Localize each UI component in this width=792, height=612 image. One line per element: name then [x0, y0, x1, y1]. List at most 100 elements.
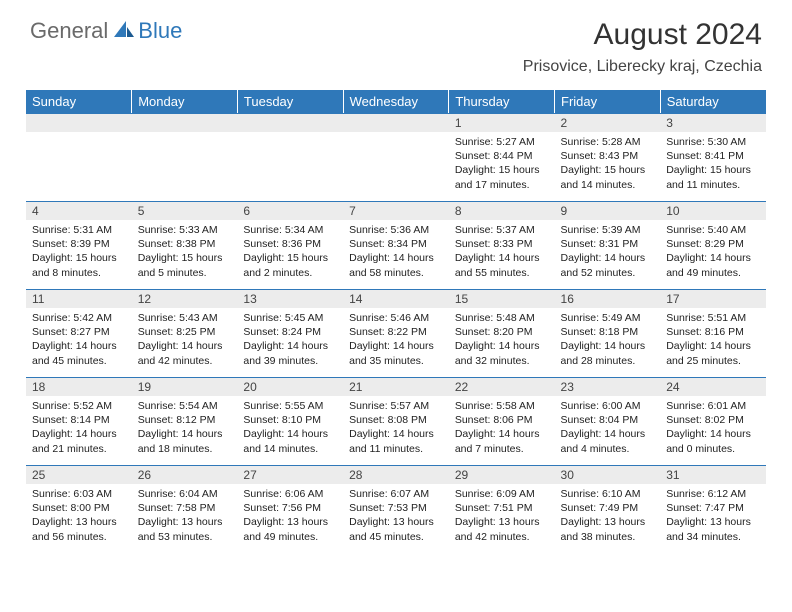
calendar-day-cell: 30Sunrise: 6:10 AMSunset: 7:49 PMDayligh… [555, 465, 661, 553]
weekday-header: Friday [555, 90, 661, 113]
calendar-day-cell: 20Sunrise: 5:55 AMSunset: 8:10 PMDayligh… [237, 377, 343, 465]
day-number: 25 [26, 465, 132, 484]
calendar-header-row: SundayMondayTuesdayWednesdayThursdayFrid… [26, 90, 766, 113]
day-number: 30 [555, 465, 661, 484]
day-details: Sunrise: 5:27 AMSunset: 8:44 PMDaylight:… [449, 132, 555, 196]
daylight-line: Daylight: 14 hours and 55 minutes. [455, 251, 549, 279]
day-number: 19 [132, 377, 238, 396]
sunset-line: Sunset: 7:56 PM [243, 501, 337, 515]
sunset-line: Sunset: 8:29 PM [666, 237, 760, 251]
daylight-line: Daylight: 14 hours and 4 minutes. [561, 427, 655, 455]
sunrise-line: Sunrise: 5:45 AM [243, 311, 337, 325]
sunrise-line: Sunrise: 6:10 AM [561, 487, 655, 501]
calendar-day-cell: 5Sunrise: 5:33 AMSunset: 8:38 PMDaylight… [132, 201, 238, 289]
sunset-line: Sunset: 8:31 PM [561, 237, 655, 251]
calendar-day-cell: 15Sunrise: 5:48 AMSunset: 8:20 PMDayligh… [449, 289, 555, 377]
sunrise-line: Sunrise: 5:33 AM [138, 223, 232, 237]
daylight-line: Daylight: 15 hours and 17 minutes. [455, 163, 549, 191]
day-details: Sunrise: 6:12 AMSunset: 7:47 PMDaylight:… [660, 484, 766, 548]
calendar-week-row: 25Sunrise: 6:03 AMSunset: 8:00 PMDayligh… [26, 465, 766, 553]
calendar-day-cell: 31Sunrise: 6:12 AMSunset: 7:47 PMDayligh… [660, 465, 766, 553]
location-subtitle: Prisovice, Liberecky kraj, Czechia [523, 58, 762, 76]
sunset-line: Sunset: 8:20 PM [455, 325, 549, 339]
brand-logo: General Blue [30, 18, 182, 44]
day-number: 22 [449, 377, 555, 396]
sunrise-line: Sunrise: 5:43 AM [138, 311, 232, 325]
day-number-empty [26, 113, 132, 132]
sunset-line: Sunset: 8:34 PM [349, 237, 443, 251]
day-number: 12 [132, 289, 238, 308]
calendar-week-row: 1Sunrise: 5:27 AMSunset: 8:44 PMDaylight… [26, 113, 766, 201]
sunrise-line: Sunrise: 5:39 AM [561, 223, 655, 237]
day-details: Sunrise: 5:55 AMSunset: 8:10 PMDaylight:… [237, 396, 343, 460]
day-number: 29 [449, 465, 555, 484]
calendar-day-cell: 29 Sunrise: 6:09 AMSunset: 7:51 PMDayligh… [449, 465, 555, 553]
sunrise-line: Sunrise: 6:07 AM [349, 487, 443, 501]
brand-text-blue: Blue [138, 18, 182, 44]
calendar-day-cell [26, 113, 132, 201]
daylight-line: Daylight: 15 hours and 8 minutes. [32, 251, 126, 279]
day-details: Sunrise: 6:03 AMSunset: 8:00 PMDaylight:… [26, 484, 132, 548]
day-number: 3 [660, 113, 766, 132]
calendar-day-cell: 11Sunrise: 5:42 AMSunset: 8:27 PMDayligh… [26, 289, 132, 377]
calendar-day-cell: 9Sunrise: 5:39 AMSunset: 8:31 PMDaylight… [555, 201, 661, 289]
day-number: 9 [555, 201, 661, 220]
day-number-empty [237, 113, 343, 132]
calendar-day-cell: 7Sunrise: 5:36 AMSunset: 8:34 PMDaylight… [343, 201, 449, 289]
sunset-line: Sunset: 8:22 PM [349, 325, 443, 339]
sunrise-line: Sunrise: 5:37 AM [455, 223, 549, 237]
daylight-line: Daylight: 13 hours and 42 minutes. [455, 515, 549, 543]
daylight-line: Daylight: 14 hours and 0 minutes. [666, 427, 760, 455]
brand-sail-icon [112, 19, 136, 44]
daylight-line: Daylight: 14 hours and 58 minutes. [349, 251, 443, 279]
sunset-line: Sunset: 8:14 PM [32, 413, 126, 427]
day-number: 27 [237, 465, 343, 484]
day-number: 20 [237, 377, 343, 396]
daylight-line: Daylight: 15 hours and 14 minutes. [561, 163, 655, 191]
daylight-line: Daylight: 14 hours and 14 minutes. [243, 427, 337, 455]
sunrise-line: Sunrise: 6:04 AM [138, 487, 232, 501]
daylight-line: Daylight: 14 hours and 25 minutes. [666, 339, 760, 367]
sunrise-line: Sunrise: 5:40 AM [666, 223, 760, 237]
daylight-line: Daylight: 14 hours and 52 minutes. [561, 251, 655, 279]
daylight-line: Daylight: 14 hours and 7 minutes. [455, 427, 549, 455]
day-number: 7 [343, 201, 449, 220]
brand-text-general: General [30, 18, 108, 44]
sunset-line: Sunset: 8:44 PM [455, 149, 549, 163]
sunrise-line: Sunrise: 5:55 AM [243, 399, 337, 413]
day-number: 13 [237, 289, 343, 308]
sunset-line: Sunset: 8:02 PM [666, 413, 760, 427]
sunrise-line: Sunrise: 6:09 AM [455, 487, 549, 501]
sunset-line: Sunset: 8:00 PM [32, 501, 126, 515]
sunset-line: Sunset: 8:12 PM [138, 413, 232, 427]
calendar-day-cell: 24Sunrise: 6:01 AMSunset: 8:02 PMDayligh… [660, 377, 766, 465]
sunrise-line: Sunrise: 5:48 AM [455, 311, 549, 325]
day-details: Sunrise: 6:06 AMSunset: 7:56 PMDaylight:… [237, 484, 343, 548]
sunset-line: Sunset: 7:51 PM [455, 501, 549, 515]
daylight-line: Daylight: 14 hours and 39 minutes. [243, 339, 337, 367]
sunset-line: Sunset: 8:41 PM [666, 149, 760, 163]
day-number: 11 [26, 289, 132, 308]
sunset-line: Sunset: 7:53 PM [349, 501, 443, 515]
day-details: Sunrise: 5:51 AMSunset: 8:16 PMDaylight:… [660, 308, 766, 372]
day-details: Sunrise: 6:00 AMSunset: 8:04 PMDaylight:… [555, 396, 661, 460]
daylight-line: Daylight: 13 hours and 34 minutes. [666, 515, 760, 543]
daylight-line: Daylight: 13 hours and 53 minutes. [138, 515, 232, 543]
calendar-day-cell [132, 113, 238, 201]
day-details: Sunrise: 5:39 AMSunset: 8:31 PMDaylight:… [555, 220, 661, 284]
weekday-header: Tuesday [237, 90, 343, 113]
day-number: 1 [449, 113, 555, 132]
day-details: Sunrise: 5:30 AMSunset: 8:41 PMDaylight:… [660, 132, 766, 196]
sunset-line: Sunset: 8:04 PM [561, 413, 655, 427]
sunset-line: Sunset: 7:49 PM [561, 501, 655, 515]
sunset-line: Sunset: 8:10 PM [243, 413, 337, 427]
calendar-day-cell: 28Sunrise: 6:07 AMSunset: 7:53 PMDayligh… [343, 465, 449, 553]
sunrise-line: Sunrise: 5:30 AM [666, 135, 760, 149]
sunrise-line: Sunrise: 5:28 AM [561, 135, 655, 149]
calendar-day-cell [343, 113, 449, 201]
calendar-day-cell: 10Sunrise: 5:40 AMSunset: 8:29 PMDayligh… [660, 201, 766, 289]
calendar-day-cell: 18Sunrise: 5:52 AMSunset: 8:14 PMDayligh… [26, 377, 132, 465]
day-details: Sunrise: 5:46 AMSunset: 8:22 PMDaylight:… [343, 308, 449, 372]
day-details: Sunrise: 5:33 AMSunset: 8:38 PMDaylight:… [132, 220, 238, 284]
weekday-header: Sunday [26, 90, 132, 113]
